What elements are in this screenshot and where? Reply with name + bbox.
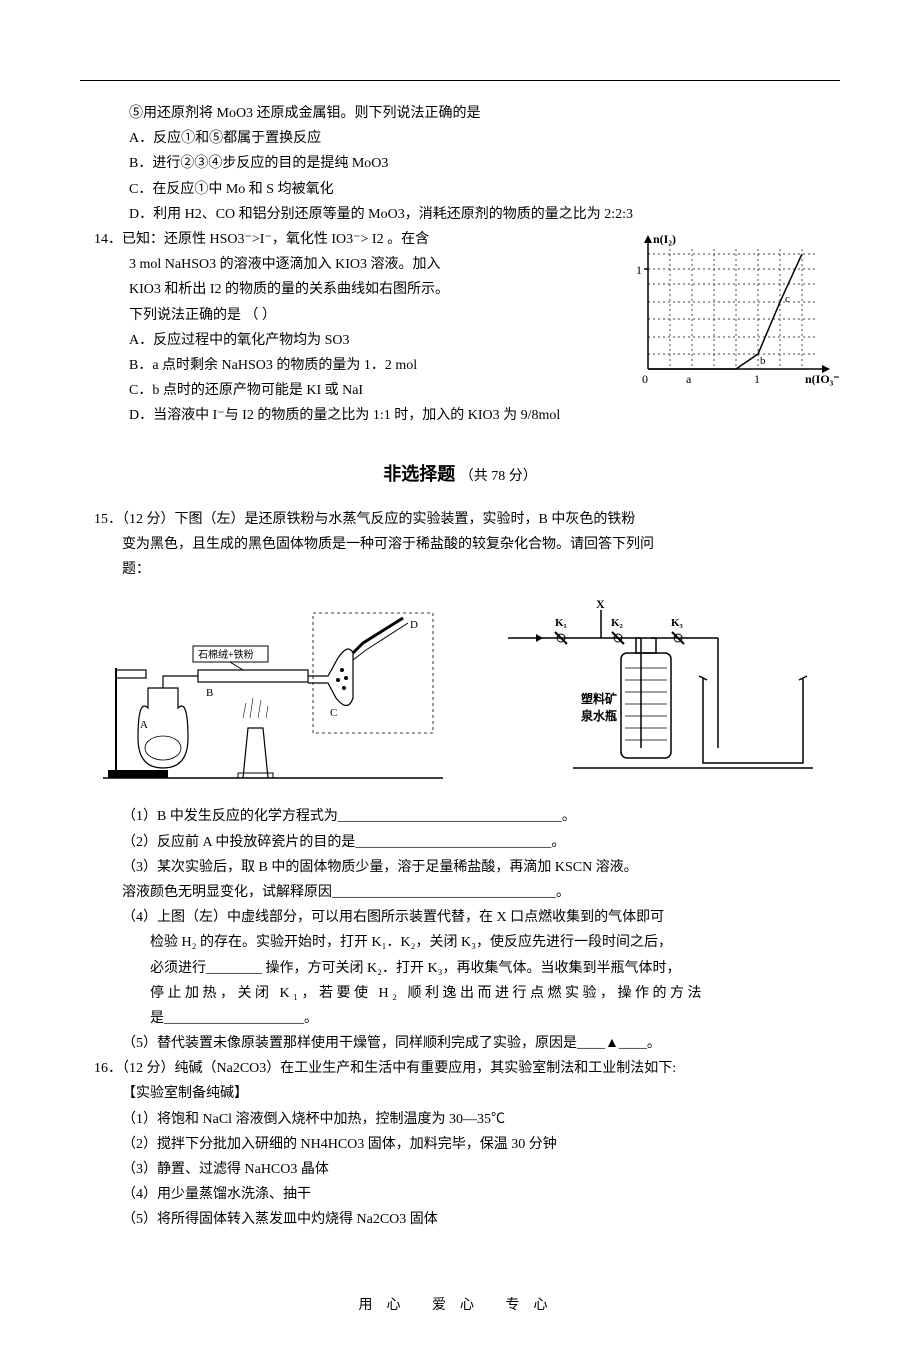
q-opt-a: A．反应①和⑤都属于置换反应 (129, 126, 840, 151)
q16-head: 16．（12 分）纯碱（Na2CO3）在工业生产和生活中有重要应用，其实验室制法… (80, 1056, 840, 1081)
q14-l1: 3 mol NaHSO3 的溶液中逐滴加入 KIO3 溶液。加入 (80, 252, 521, 277)
section-points: （共 78 分） (460, 469, 537, 484)
label-k1: K₁ (555, 617, 567, 629)
q15-head: 15．（12 分）下图（左）是还原铁粉与水蒸气反应的实验装置，实验时，B 中灰色… (80, 507, 840, 532)
q16-i3: （3）静置、过滤得 NaHCO3 晶体 (80, 1157, 840, 1182)
bottle-label2: 泉水瓶 (581, 708, 617, 723)
label-a: A (140, 719, 148, 731)
label-x: X (596, 598, 605, 611)
q15-i4d: 停止加热，关闭 K₁，若要使 H₂ 顺利逸出而进行点燃实验，操作的方法 (80, 981, 840, 1006)
q14-opt-b: B．a 点时剩余 NaHSO3 的物质的量为 1．2 mol (80, 353, 521, 378)
section-header: 非选择题 （共 78 分） (80, 458, 840, 490)
q15-i4c: 必须进行________ 操作，方可关闭 K₂．打开 K₃，再收集气体。当收集到… (80, 956, 840, 981)
y-label: n(I₂) (653, 232, 676, 246)
q15-left-apparatus: A 石棉绒+铁粉 B C (98, 598, 448, 788)
q15-i2: （2）反应前 A 中投放碎瓷片的目的是_____________________… (80, 830, 840, 855)
q14-l3: 下列说法正确的是 （ ） (80, 303, 521, 328)
q15-i3: （3）某次实验后，取 B 中的固体物质少量，溶于足量稀盐酸，再滴加 KSCN 溶… (80, 855, 840, 880)
x-label: n(IO₃⁻) (805, 372, 840, 386)
q16-i2: （2）搅拌下分批加入研细的 NH4HCO3 固体，加料完毕，保温 30 分钟 (80, 1132, 840, 1157)
q16-i5: （5）将所得固体转入蒸发皿中灼烧得 Na2CO3 固体 (80, 1207, 840, 1232)
q15-i4a: （4）上图（左）中虚线部分，可以用右图所示装置代替，在 X 口点燃收集到的气体即… (80, 905, 840, 930)
label-d: D (410, 619, 418, 631)
q14-opt-d: D．当溶液中 I⁻与 I2 的物质的量之比为 1:1 时，加入的 KIO3 为 … (80, 403, 840, 428)
q15-right-apparatus: K₁ X K₂ (503, 598, 823, 788)
q15-head2: 变为黑色，且生成的黑色固体物质是一种可溶于稀盐酸的较复杂化合物。请回答下列问 (80, 532, 840, 557)
q14-chart: 1 0 a 1 b c n(I₂) n(IO₃⁻) (620, 229, 840, 389)
q15-i4e: 是____________________。 (80, 1006, 840, 1031)
q15-head3: 题： (80, 557, 840, 582)
x-tick-1: 1 (754, 372, 760, 386)
label-b: B (206, 687, 213, 699)
label-c: C (330, 707, 337, 719)
q14-opt-c: C．b 点时的还原产物可能是 KI 或 NaI (80, 378, 521, 403)
page-top-rule (80, 80, 840, 81)
y-tick-1: 1 (636, 263, 642, 277)
q14-head: 14．已知：还原性 HSO3⁻>I⁻，氧化性 IO3⁻> I2 。在含 (80, 227, 521, 252)
q16-i1: （1）将饱和 NaCl 溶液倒入烧杯中加热，控制温度为 30—35℃ (80, 1107, 840, 1132)
q-opt-c: C．在反应①中 Mo 和 S 均被氧化 (129, 177, 840, 202)
label-k3: K₃ (671, 617, 684, 629)
bottle-label1: 塑料矿 (581, 691, 617, 706)
q15: 15．（12 分）下图（左）是还原铁粉与水蒸气反应的实验装置，实验时，B 中灰色… (80, 507, 840, 1056)
x-tick-0: 0 (642, 372, 648, 386)
label-top: 石棉绒+铁粉 (198, 648, 254, 661)
q13-continuation: ⑤用还原剂将 MoO3 还原成金属钼。则下列说法正确的是 A．反应①和⑤都属于置… (80, 101, 840, 227)
q16-sub: 【实验室制备纯碱】 (80, 1081, 840, 1106)
pt-c: c (785, 293, 790, 305)
q15-i4b: 检验 H₂ 的存在。实验开始时，打开 K₁．K₂，关闭 K₃，使反应先进行一段时… (80, 930, 840, 955)
x-tick-a: a (686, 372, 692, 386)
q-line: ⑤用还原剂将 MoO3 还原成金属钼。则下列说法正确的是 (129, 101, 840, 126)
q14-opt-a: A．反应过程中的氧化产物均为 SO3 (80, 328, 521, 353)
q-opt-d: D．利用 H2、CO 和铝分别还原等量的 MoO3，消耗还原剂的物质的量之比为 … (129, 202, 840, 227)
q15-figures: A 石棉绒+铁粉 B C (80, 598, 840, 788)
q15-i5: （5）替代装置未像原装置那样使用干燥管，同样顺利完成了实验，原因是____▲__… (80, 1031, 840, 1056)
q16-i4: （4）用少量蒸馏水洗涤、抽干 (80, 1182, 840, 1207)
q14: 14．已知：还原性 HSO3⁻>I⁻，氧化性 IO3⁻> I2 。在含 3 mo… (80, 227, 840, 429)
q14-l2: KIO3 和析出 I2 的物质的量的关系曲线如右图所示。 (80, 277, 521, 302)
label-k2: K₂ (611, 617, 624, 629)
q15-i1: （1）B 中发生反应的化学方程式为_______________________… (80, 804, 840, 829)
pt-b: b (760, 355, 766, 367)
q16: 16．（12 分）纯碱（Na2CO3）在工业生产和生活中有重要应用，其实验室制法… (80, 1056, 840, 1232)
q-opt-b: B．进行②③④步反应的目的是提纯 MoO3 (129, 151, 840, 176)
page-footer: 用心 爱心 专心 (80, 1293, 840, 1318)
section-title: 非选择题 (383, 464, 455, 484)
q15-i3b: 溶液颜色无明显变化，试解释原因_________________________… (80, 880, 840, 905)
